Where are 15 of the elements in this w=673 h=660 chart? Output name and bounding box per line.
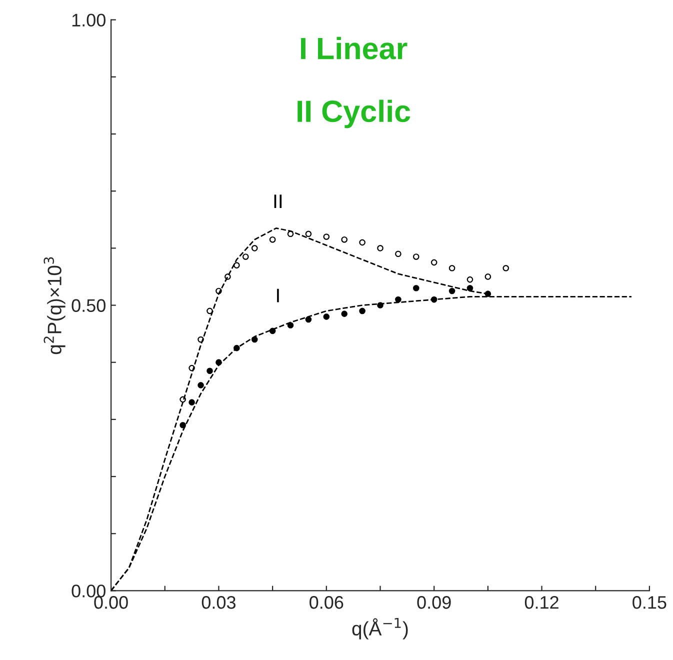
x-tick-label: 0.00 [94,596,128,609]
y-tick-label: 0.00 [72,584,106,598]
x-tick-label: 0.03 [202,596,236,609]
x-tick-label: 0.06 [310,596,344,609]
y-tick-label: 1.00 [72,14,106,27]
y-tick-label: 0.50 [72,299,106,312]
annotation: I [277,288,279,302]
annotation: II [274,194,282,208]
y-axis-title: q$^{2}$P(q)×10$^{3}$ [44,257,66,354]
x-tick-label: 0.12 [524,596,558,609]
annotation: I Linear [301,36,408,60]
annotation: II Cyclic [298,100,410,128]
x-tick-label: 0.15 [632,596,666,609]
x-axis-title: q(Å$^{−1}$) [352,618,408,640]
x-tick-label: 0.09 [417,596,451,609]
